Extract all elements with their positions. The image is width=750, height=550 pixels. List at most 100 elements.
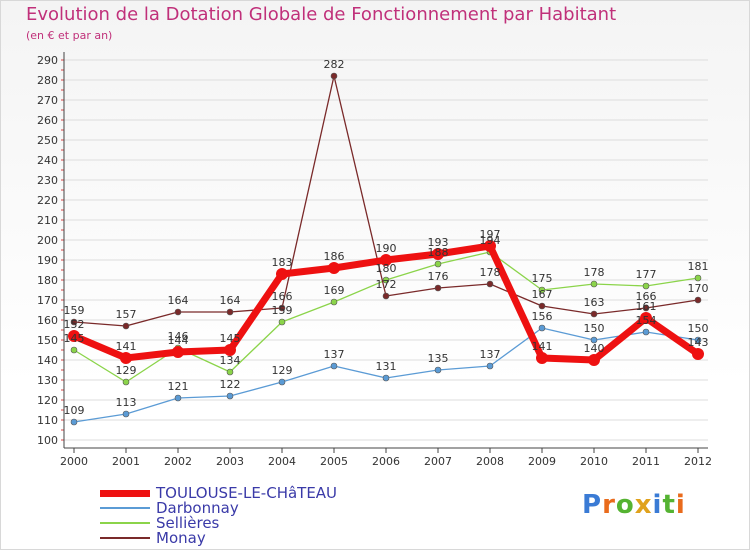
data-point-toulouse-le-ch-teau	[328, 262, 340, 274]
x-tick-label: 2011	[632, 455, 660, 468]
data-label-darbonnay: 109	[64, 404, 85, 417]
logo-letter: x	[634, 490, 653, 520]
data-label-darbonnay: 154	[636, 314, 657, 327]
y-tick-label: 130	[37, 374, 58, 387]
data-point-toulouse-le-ch-teau	[432, 248, 444, 260]
legend-label: TOULOUSE-LE-CHâTEAU	[156, 484, 338, 502]
data-label-toulouse-le-ch-teau: 183	[272, 256, 293, 269]
x-tick-label: 2003	[216, 455, 244, 468]
data-label-toulouse-le-ch-teau: 197	[480, 228, 501, 241]
data-label-monay: 172	[376, 278, 397, 291]
chart-subtitle: (en € et par an)	[26, 29, 113, 42]
data-point-selli-res	[226, 368, 234, 376]
data-point-darbonnay	[590, 336, 598, 344]
data-label-selli-res: 194	[480, 234, 501, 247]
logo-letter: P	[582, 490, 603, 520]
data-label-selli-res: 177	[636, 268, 657, 281]
chart-title: Evolution de la Dotation Globale de Fonc…	[26, 4, 617, 25]
data-label-monay: 163	[584, 296, 605, 309]
data-label-selli-res: 145	[64, 332, 85, 345]
data-label-darbonnay: 122	[220, 378, 241, 391]
data-point-darbonnay	[174, 394, 182, 402]
data-label-selli-res: 146	[168, 330, 189, 343]
data-label-monay: 166	[636, 290, 657, 303]
y-tick-label: 260	[37, 114, 58, 127]
data-label-toulouse-le-ch-teau: 190	[376, 242, 397, 255]
proxiti-logo: Proxiti	[582, 490, 686, 520]
logo-letter: t	[662, 490, 676, 520]
y-tick-label: 290	[37, 54, 58, 67]
data-point-monay	[642, 304, 650, 312]
x-tick-label: 2010	[580, 455, 608, 468]
axes: 100 110 120 130 140 150 160 170 180 190 200 210 220 2…	[37, 52, 712, 468]
data-point-toulouse-le-ch-teau	[276, 268, 288, 280]
logo-letter: i	[675, 490, 686, 520]
y-tick-label: 160	[37, 314, 58, 327]
data-point-darbonnay	[382, 374, 390, 382]
data-label-monay: 167	[532, 288, 553, 301]
data-label-toulouse-le-ch-teau: 186	[324, 250, 345, 263]
data-label-toulouse-le-ch-teau: 193	[428, 236, 449, 249]
data-point-monay	[538, 302, 546, 310]
data-label-darbonnay: 121	[168, 380, 189, 393]
data-point-toulouse-le-ch-teau	[536, 352, 548, 364]
data-label-monay: 157	[116, 308, 137, 321]
y-tick-label: 230	[37, 174, 58, 187]
data-label-selli-res: 129	[116, 364, 137, 377]
data-point-selli-res	[434, 260, 442, 268]
data-point-monay	[434, 284, 442, 292]
data-point-toulouse-le-ch-teau	[224, 344, 236, 356]
data-label-darbonnay: 131	[376, 360, 397, 373]
data-label-selli-res: 181	[688, 260, 709, 273]
data-label-monay: 164	[220, 294, 241, 307]
data-point-toulouse-le-ch-teau	[588, 354, 600, 366]
data-point-selli-res	[330, 298, 338, 306]
series-layer	[68, 72, 704, 426]
y-tick-label: 210	[37, 214, 58, 227]
data-point-selli-res	[538, 286, 546, 294]
y-tick-label: 220	[37, 194, 58, 207]
x-tick-label: 2004	[268, 455, 296, 468]
data-point-darbonnay	[226, 392, 234, 400]
data-label-toulouse-le-ch-teau: 161	[636, 300, 657, 313]
data-point-darbonnay	[538, 324, 546, 332]
data-label-toulouse-le-ch-teau: 143	[688, 336, 709, 349]
data-point-monay	[382, 292, 390, 300]
data-label-monay: 178	[480, 266, 501, 279]
data-point-darbonnay	[434, 366, 442, 374]
data-label-selli-res: 175	[532, 272, 553, 285]
data-label-selli-res: 159	[272, 304, 293, 317]
data-point-toulouse-le-ch-teau	[484, 240, 496, 252]
y-tick-label: 180	[37, 274, 58, 287]
legend-swatch	[100, 507, 150, 509]
data-point-darbonnay	[330, 362, 338, 370]
y-tick-label: 280	[37, 74, 58, 87]
data-label-monay: 164	[168, 294, 189, 307]
legend-label: Sellières	[156, 514, 220, 532]
data-point-selli-res	[694, 274, 702, 282]
data-point-selli-res	[278, 318, 286, 326]
data-label-monay: 166	[272, 290, 293, 303]
y-tick-label: 150	[37, 334, 58, 347]
data-point-darbonnay	[642, 328, 650, 336]
data-point-monay	[122, 322, 130, 330]
y-tick-label: 240	[37, 154, 58, 167]
legend-swatch	[100, 537, 150, 539]
data-label-toulouse-le-ch-teau: 140	[584, 342, 605, 355]
data-label-monay: 159	[64, 304, 85, 317]
data-point-selli-res	[382, 276, 390, 284]
line-chart: 100 110 120 130 140 150 160 170 180 190 200 210 220 2…	[37, 52, 712, 468]
data-point-monay	[278, 304, 286, 312]
data-point-darbonnay	[70, 418, 78, 426]
data-label-selli-res: 180	[376, 262, 397, 275]
y-tick-label: 200	[37, 234, 58, 247]
data-label-monay: 170	[688, 282, 709, 295]
data-point-selli-res	[590, 280, 598, 288]
x-tick-label: 2000	[60, 455, 88, 468]
logo-letter: r	[602, 490, 616, 520]
data-point-darbonnay	[694, 336, 702, 344]
legend-swatch	[100, 522, 150, 524]
data-point-toulouse-le-ch-teau	[68, 330, 80, 342]
